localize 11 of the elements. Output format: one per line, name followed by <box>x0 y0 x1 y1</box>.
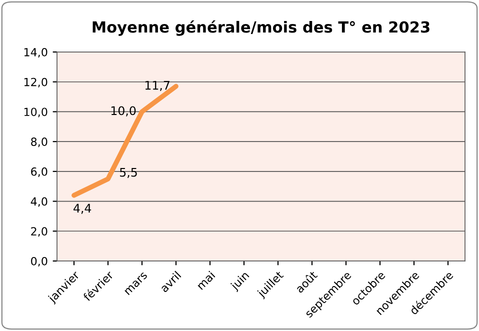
y-tick-label: 6,0 <box>31 167 48 177</box>
y-tick-label: 4,0 <box>30 197 48 207</box>
chart-title: Moyenne générale/mois des T° en 2023 <box>92 20 430 36</box>
data-label: 4,4 <box>74 204 92 214</box>
y-tick-label: 2,0 <box>31 227 48 237</box>
y-tick-label: 8,0 <box>31 138 48 148</box>
y-tick-label: 12,0 <box>24 78 48 88</box>
y-tick-label: 10,0 <box>24 108 48 118</box>
y-tick-label: 0,0 <box>31 256 48 267</box>
y-tick-label: 14,0 <box>24 48 48 58</box>
data-label: 11,7 <box>145 80 170 91</box>
